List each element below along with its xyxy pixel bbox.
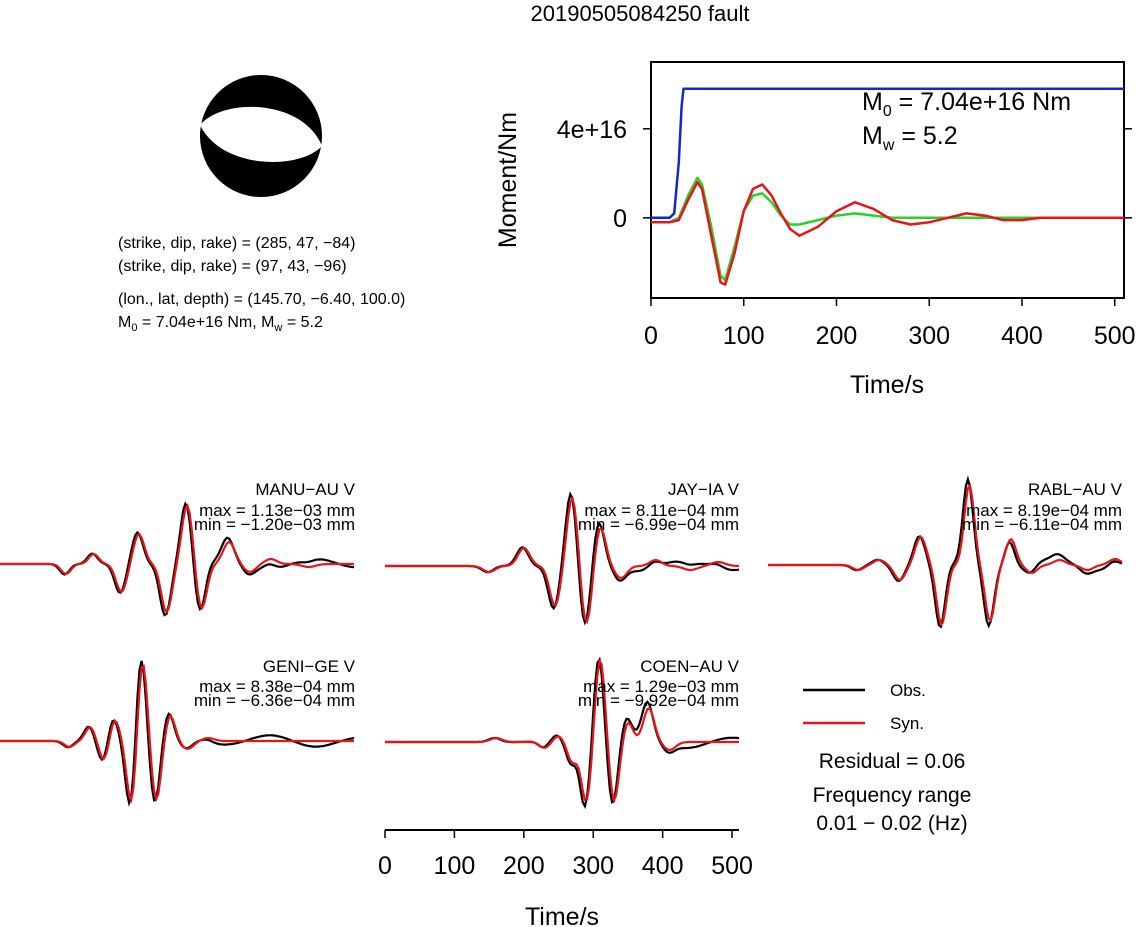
figure-title: 20190505084250 fault xyxy=(531,1,750,26)
waveform-synthetic-line xyxy=(385,495,740,625)
station-min: min = −6.99e−04 mm xyxy=(578,515,739,534)
stf-xtick-label: 500 xyxy=(1094,322,1136,350)
station-name: COEN−AU V xyxy=(640,657,739,676)
station-max: max = 1.13e−03 mm xyxy=(199,501,355,520)
waveform-xtick-label: 100 xyxy=(434,852,476,880)
stf-xlabel: Time/s xyxy=(850,371,924,399)
stf-moment-rate-red-line xyxy=(651,180,1124,286)
legend-syn-label: Syn. xyxy=(890,714,924,733)
station-max: max = 8.38e−04 mm xyxy=(199,677,355,696)
stf-plot-frame xyxy=(650,61,1125,299)
stf-axis-ticks: 0 100 200 300 400 500 0 4e+16 xyxy=(557,116,1136,350)
stf-series xyxy=(651,87,1124,286)
nodal-plane-2: (strike, dip, rake) = (97, 43, −96) xyxy=(118,258,347,275)
station-name: RABL−AU V xyxy=(1028,480,1123,499)
stf-xtick-label: 300 xyxy=(908,322,950,350)
station-max: max = 1.29e−03 mm xyxy=(583,677,739,696)
station-min: min = −1.20e−03 mm xyxy=(194,515,355,534)
waveform-synthetic-line xyxy=(768,483,1123,627)
station-max: max = 8.11e−04 mm xyxy=(584,501,739,520)
frequency-range-title: Frequency range xyxy=(813,784,972,807)
station-name: GENI−GE V xyxy=(263,657,356,676)
stf-ytick-label: 4e+16 xyxy=(557,116,627,144)
stf-m0-annotation: M0 = 7.04e+16 Nm xyxy=(862,88,1071,120)
waveform-xtick-label: 500 xyxy=(711,852,753,880)
stf-xtick-label: 0 xyxy=(644,322,658,350)
waveform-synthetic-line xyxy=(0,503,354,615)
station-min: min = −6.36e−04 mm xyxy=(194,691,355,710)
waveform-observed-line xyxy=(0,501,355,617)
stf-xtick-label: 400 xyxy=(1001,322,1043,350)
station-min: min = −9.92e−04 mm xyxy=(578,691,739,710)
stf-moment-rate-green-line xyxy=(651,176,1124,282)
waveform-synthetic-line xyxy=(385,658,739,804)
stf-ylabel: Moment/Nm xyxy=(494,112,522,248)
beachball-icon xyxy=(200,75,322,197)
waveform-xtick-label: 400 xyxy=(642,852,684,880)
source-location: (lon., lat, depth) = (145.70, −6.40, 100… xyxy=(118,291,405,308)
waveform-axis-ticks: 0 100 200 300 400 500 xyxy=(378,830,753,880)
stf-xtick-label: 100 xyxy=(723,322,765,350)
frequency-range-value: 0.01 − 0.02 (Hz) xyxy=(816,812,967,835)
waveform-xtick-label: 300 xyxy=(572,852,614,880)
station-max: max = 8.19e−04 mm xyxy=(966,501,1122,520)
legend: Obs. Syn. Residual = 0.06 Frequency rang… xyxy=(803,681,971,835)
station-name: JAY−IA V xyxy=(668,480,740,499)
waveform-xtick-label: 0 xyxy=(378,852,392,880)
residual-text: Residual = 0.06 xyxy=(819,750,966,773)
stf-cumulative-moment-line xyxy=(651,87,1124,220)
stf-mw-annotation: Mw = 5.2 xyxy=(862,122,958,154)
legend-obs-label: Obs. xyxy=(890,681,926,700)
station-min: min = −6.11e−04 mm xyxy=(962,515,1122,534)
nodal-plane-1: (strike, dip, rake) = (285, 47, −84) xyxy=(118,235,355,252)
stf-ytick-label: 0 xyxy=(613,205,627,233)
waveform-synthetic-line xyxy=(0,664,354,804)
waveform-xtick-label: 200 xyxy=(503,852,545,880)
waveform-xlabel: Time/s xyxy=(525,903,599,927)
moment-magnitude-line: M0 = 7.04e+16 Nm, Mw = 5.2 xyxy=(118,314,323,334)
station-name: MANU−AU V xyxy=(255,480,355,499)
stf-xtick-label: 200 xyxy=(816,322,858,350)
waveform-time-axis: 0 100 200 300 400 500 Time/s xyxy=(378,829,753,927)
